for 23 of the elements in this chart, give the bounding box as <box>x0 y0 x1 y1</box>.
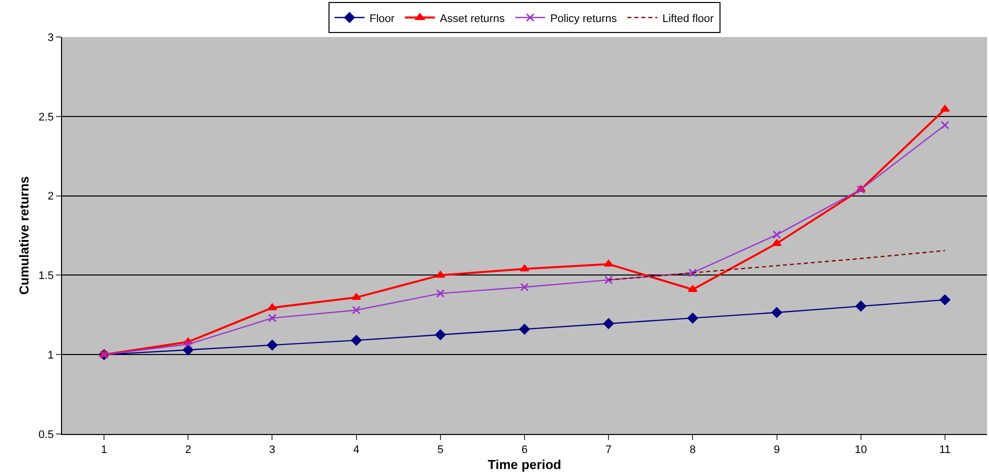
x-tick-label: 2 <box>185 444 192 456</box>
legend-label: Policy returns <box>550 12 618 25</box>
y-tick-label: 0.5 <box>38 428 54 441</box>
x-tick-label: 10 <box>854 444 867 456</box>
x-tick-label: 3 <box>269 444 276 456</box>
y-tick-label: 1 <box>48 349 54 362</box>
x-tick-label: 1 <box>100 444 108 456</box>
x-tick-label: 5 <box>437 444 444 456</box>
y-axis-title: Cumulative returns <box>16 176 32 295</box>
x-tick-label: 6 <box>521 444 528 456</box>
x-tick-label: 4 <box>353 444 360 456</box>
y-tick-label: 2.5 <box>38 111 54 124</box>
legend-label: Asset returns <box>440 12 506 25</box>
y-tick-label: 1.5 <box>38 270 54 282</box>
y-tick-label: 2 <box>48 190 54 203</box>
legend-label: Floor <box>370 12 395 25</box>
y-tick-label: 3 <box>48 32 54 44</box>
x-tick-label: 8 <box>690 444 696 456</box>
x-tick-label: 9 <box>774 444 780 456</box>
x-tick-label: 7 <box>606 444 612 456</box>
x-tick-label: 11 <box>939 444 951 456</box>
legend-label: Lifted floor <box>662 12 714 25</box>
x-axis-title: Time period <box>488 456 562 472</box>
